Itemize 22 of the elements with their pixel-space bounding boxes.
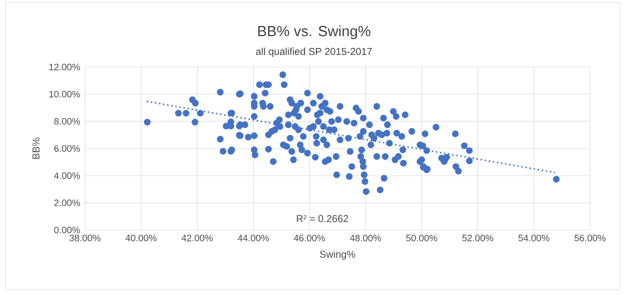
y-tick-label: 2.00% (54, 200, 80, 206)
x-tick-label: 48.00% (350, 234, 382, 242)
y-axis-title: BB% (32, 138, 40, 159)
x-tick-label: 56.00% (574, 234, 606, 242)
x-tick-label: 44.00% (238, 234, 269, 242)
y-tick-label: 6.00% (54, 145, 80, 152)
x-tick-label: 38.00% (70, 234, 100, 242)
chart-title: BB% vs. Swing% (258, 25, 370, 40)
annotation: R² = 0.2662 (296, 215, 348, 222)
x-tick-label: 46.00% (294, 234, 325, 242)
y-tick-label: 12.00% (49, 64, 80, 70)
x-tick-label: 40.00% (126, 234, 157, 242)
y-tick-label: 4.00% (54, 172, 80, 179)
y-tick-label: 0.00% (54, 226, 80, 234)
x-tick-label: 50.00% (406, 234, 438, 242)
y-tick-label: 10.00% (49, 90, 80, 98)
x-tick-label: 52.00% (462, 234, 494, 242)
x-tick-label: 42.00% (182, 234, 213, 242)
chart-subtitle: all qualified SP 2015-2017 (256, 48, 372, 57)
y-tick-label: 8.00% (54, 118, 80, 125)
x-tick-label: 54.00% (518, 234, 550, 242)
x-axis-title: Swing% (320, 250, 356, 260)
